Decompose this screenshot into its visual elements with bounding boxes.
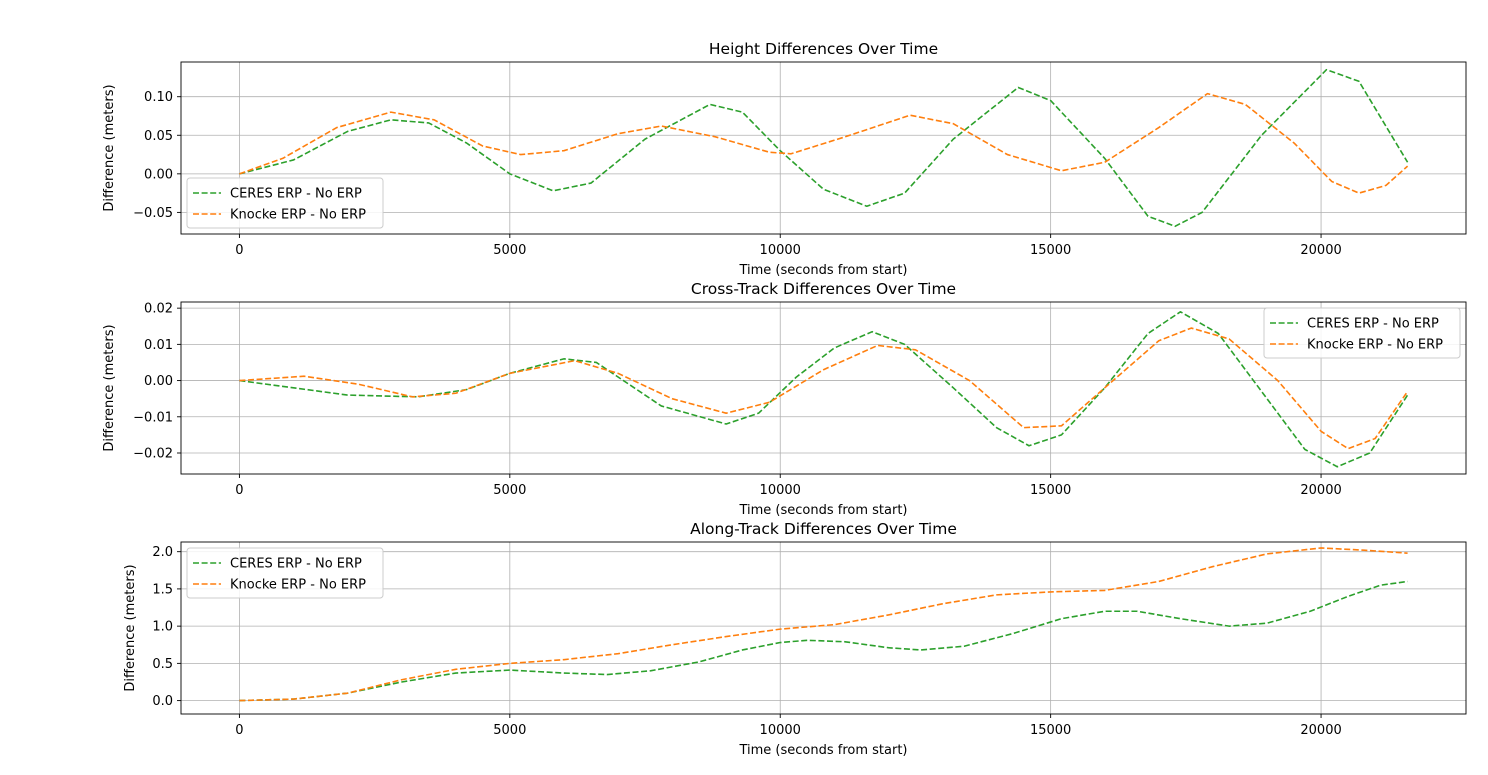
y-tick-label: 0.0 bbox=[152, 694, 173, 709]
x-tick-label: 20000 bbox=[1300, 723, 1341, 738]
legend-frame bbox=[186, 177, 384, 229]
legend-label-1: CERES ERP - No ERP bbox=[1307, 317, 1439, 332]
chart-title: Height Differences Over Time bbox=[709, 40, 938, 58]
y-axis-label: Difference (meters) bbox=[102, 324, 117, 451]
y-tick-label: 0.5 bbox=[152, 657, 173, 672]
y-tick-label: 0.05 bbox=[144, 129, 173, 144]
series-line-1 bbox=[239, 580, 1408, 702]
legend-label-1: CERES ERP - No ERP bbox=[230, 187, 362, 202]
x-tick-label: 10000 bbox=[760, 723, 801, 738]
y-axis-label: Difference (meters) bbox=[123, 564, 138, 691]
y-tick-label: 1.0 bbox=[152, 620, 173, 635]
x-tick-label: 5000 bbox=[493, 243, 526, 258]
x-tick-label: 15000 bbox=[1030, 243, 1071, 258]
series-line-2 bbox=[239, 547, 1408, 702]
y-tick-label: 0.02 bbox=[144, 302, 173, 317]
y-tick-label: 2.0 bbox=[152, 545, 173, 560]
y-tick-label: 0.00 bbox=[144, 374, 173, 389]
x-axis-label: Time (seconds from start) bbox=[738, 263, 907, 278]
x-tick-label: 20000 bbox=[1300, 243, 1341, 258]
legend-frame bbox=[1263, 307, 1461, 359]
chart-title: Along-Track Differences Over Time bbox=[690, 520, 957, 538]
y-tick-label: 0.10 bbox=[144, 90, 173, 105]
chart-panel-3: 0 5000 10000 15000 20000 0.0 0.5 1.0 1.5 2.0 Along… bbox=[123, 520, 1467, 758]
legend: CERES ERP - No ERP Knocke ERP - No ERP bbox=[186, 177, 384, 229]
x-tick-label: 0 bbox=[235, 243, 243, 258]
legend: CERES ERP - No ERP Knocke ERP - No ERP bbox=[186, 547, 384, 599]
x-tick-label: 10000 bbox=[760, 243, 801, 258]
x-axis-label: Time (seconds from start) bbox=[738, 503, 907, 518]
x-tick-label: 0 bbox=[235, 723, 243, 738]
x-tick-label: 5000 bbox=[493, 483, 526, 498]
x-tick-label: 20000 bbox=[1300, 483, 1341, 498]
y-axis-label: Difference (meters) bbox=[102, 84, 117, 211]
x-tick-label: 0 bbox=[235, 483, 243, 498]
series-line-1 bbox=[239, 310, 1409, 468]
chart-panel-1: 0 5000 10000 15000 20000 −0.05 0.00 0.05 0.10 Hei… bbox=[102, 40, 1467, 278]
axes-frame bbox=[180, 61, 1467, 235]
legend-label-2: Knocke ERP - No ERP bbox=[230, 208, 366, 223]
y-tick-label: −0.02 bbox=[133, 446, 173, 461]
x-tick-label: 15000 bbox=[1030, 483, 1071, 498]
x-axis-label: Time (seconds from start) bbox=[738, 743, 907, 758]
legend-label-1: CERES ERP - No ERP bbox=[230, 557, 362, 572]
y-tick-label: 0.00 bbox=[144, 167, 173, 182]
series-line-2 bbox=[239, 92, 1409, 194]
legend: CERES ERP - No ERP Knocke ERP - No ERP bbox=[1263, 307, 1461, 359]
y-tick-label: 0.01 bbox=[144, 338, 173, 353]
chart-title: Cross-Track Differences Over Time bbox=[691, 280, 956, 298]
legend-label-2: Knocke ERP - No ERP bbox=[230, 578, 366, 593]
legend-frame bbox=[186, 547, 384, 599]
series-line-2 bbox=[239, 327, 1409, 450]
x-tick-label: 10000 bbox=[760, 483, 801, 498]
legend-label-2: Knocke ERP - No ERP bbox=[1307, 338, 1443, 353]
axes-frame bbox=[180, 541, 1467, 715]
axes-frame bbox=[180, 301, 1467, 475]
x-tick-label: 15000 bbox=[1030, 723, 1071, 738]
y-tick-label: −0.01 bbox=[133, 410, 173, 425]
y-tick-label: 1.5 bbox=[152, 582, 173, 597]
x-tick-label: 5000 bbox=[493, 723, 526, 738]
y-tick-label: −0.05 bbox=[133, 206, 173, 221]
chart-panel-2: 0 5000 10000 15000 20000 −0.02 −0.01 0.00 0.01 0.… bbox=[102, 280, 1467, 518]
series-line-1 bbox=[239, 68, 1409, 228]
